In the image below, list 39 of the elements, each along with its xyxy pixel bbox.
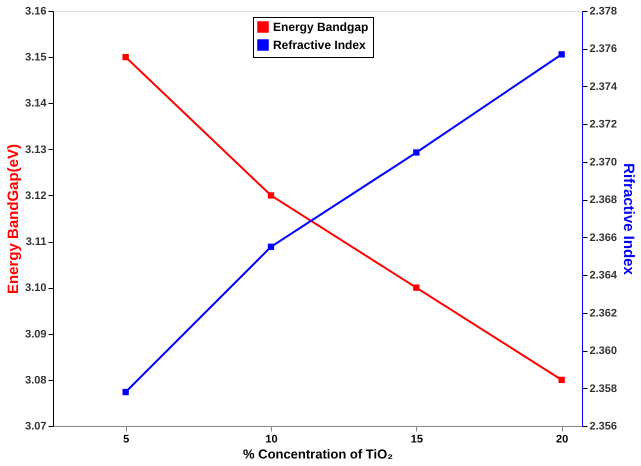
point xyxy=(122,388,129,396)
y2-tick-label: 2.376 xyxy=(590,43,618,56)
y-tick-label: 3.07 xyxy=(25,420,46,432)
y2-axis-title: Rifractive Index xyxy=(620,163,638,276)
point xyxy=(413,149,420,156)
point xyxy=(558,51,565,58)
y2-tick-label: 2.360 xyxy=(590,345,618,358)
y2-tick-label: 2.372 xyxy=(590,118,618,131)
y2-tick-label: 2.358 xyxy=(590,382,618,395)
legend-label: Energy Bandgap xyxy=(273,20,368,34)
y-tick-label: 3.12 xyxy=(25,190,46,202)
y-axis-title: Energy BandGap(eV) xyxy=(5,144,22,294)
x-axis-title: % Concentration of TiO₂ xyxy=(243,446,394,462)
point xyxy=(122,54,129,60)
point xyxy=(558,376,565,384)
y2-tick-label: 2.370 xyxy=(590,156,618,168)
y-tick-label: 3.10 xyxy=(25,282,46,294)
x-tick-label: 5 xyxy=(123,434,130,446)
y2-tick-label: 2.356 xyxy=(590,420,618,432)
legend-label: Refractive Index xyxy=(273,38,366,52)
y2-tick-label: 2.362 xyxy=(590,307,618,320)
y-tick-label: 3.11 xyxy=(26,236,46,248)
y-tick-label: 3.09 xyxy=(25,328,46,340)
y-tick-label: 3.08 xyxy=(25,374,46,386)
y2-tick-label: 2.366 xyxy=(590,232,618,244)
y-tick-label: 3.13 xyxy=(25,144,46,156)
x-tick-label: 20 xyxy=(556,434,568,446)
y-tick-label: 3.16 xyxy=(25,6,46,18)
x-tick-label: 10 xyxy=(265,434,278,446)
point xyxy=(268,192,274,199)
y2-tick-label: 2.364 xyxy=(590,270,618,282)
y-tick-label: 3.14 xyxy=(25,98,48,110)
y2-tick-label: 2.378 xyxy=(590,6,618,18)
y2-tick-label: 2.368 xyxy=(590,194,618,206)
point xyxy=(268,244,274,250)
x-tick-label: 15 xyxy=(410,434,423,446)
y-tick-label: 3.15 xyxy=(25,52,46,64)
point xyxy=(413,284,420,291)
y2-tick-label: 2.374 xyxy=(590,80,618,93)
